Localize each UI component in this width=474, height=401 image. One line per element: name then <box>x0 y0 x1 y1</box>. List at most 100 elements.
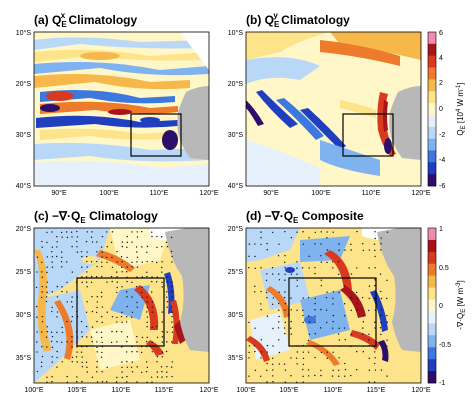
stipple-dot <box>368 285 371 287</box>
stipple-dot <box>131 296 133 298</box>
stipple-dot <box>86 266 88 268</box>
stipple-dot <box>51 356 53 358</box>
stipple-dot <box>380 369 383 371</box>
stipple-dot <box>314 315 316 318</box>
stipple-dot <box>350 273 353 275</box>
stipple-dot <box>343 327 346 329</box>
stipple-dot <box>100 291 103 294</box>
stipple-dot <box>46 266 48 268</box>
stipple-dot <box>55 255 58 258</box>
panel-b-frame <box>245 31 422 187</box>
stipple-dot <box>271 231 274 234</box>
stipple-dot <box>373 381 376 383</box>
stipple-dot <box>374 321 376 323</box>
stipple-dot <box>141 291 143 294</box>
stipple-dot <box>266 315 269 317</box>
stipple-dot <box>141 261 143 263</box>
stipple-dot <box>361 242 364 245</box>
stipple-dot <box>126 360 128 363</box>
stipple-dot <box>160 366 163 368</box>
stipple-dot <box>145 311 148 313</box>
stipple-dot <box>290 297 292 299</box>
stipple-dot <box>125 316 128 318</box>
stipple-dot <box>161 245 163 248</box>
stipple-dot <box>85 281 88 283</box>
stipple-dot <box>248 345 251 347</box>
stipple-dot <box>265 279 268 282</box>
stipple-dot <box>150 376 153 378</box>
stipple-dot <box>90 236 93 238</box>
stipple-dot <box>277 327 280 329</box>
colorbar-bottom-swatch <box>428 251 436 265</box>
stipple-dot <box>126 256 128 259</box>
stipple-dot <box>302 375 304 378</box>
stipple-dot <box>296 285 298 287</box>
stipple-dot <box>71 236 73 238</box>
panel-b-ytick: 20°S <box>228 80 244 88</box>
stipple-dot <box>111 280 113 283</box>
stipple-dot <box>66 236 69 239</box>
panel-c-xtick: 120°E <box>199 386 218 394</box>
panel-a-ytick: 20°S <box>16 80 32 88</box>
stipple-dot <box>151 260 153 263</box>
stipple-dot <box>326 321 328 324</box>
panel-b-xtick: 120°E <box>411 189 430 197</box>
stipple-dot <box>302 309 304 311</box>
stipple-dot <box>126 375 128 378</box>
panel-c-field <box>34 228 209 383</box>
colorbar-top-tick: 0 <box>439 106 443 113</box>
stipple-dot <box>272 369 274 371</box>
panel-d-xtick: 115°E <box>367 386 386 394</box>
stipple-dot <box>36 271 38 273</box>
stipple-dot <box>120 315 123 318</box>
stipple-dot <box>141 246 143 248</box>
stipple-dot <box>374 255 376 258</box>
stipple-dot <box>146 271 148 273</box>
stipple-dot <box>105 231 108 233</box>
stipple-dot <box>171 285 173 288</box>
panel-d-ytick: 25°S <box>228 268 244 276</box>
stipple-dot <box>362 327 364 329</box>
stipple-dot <box>61 331 64 334</box>
stipple-dot <box>338 339 341 341</box>
stipple-dot <box>302 297 305 299</box>
stipple-dot <box>41 321 44 323</box>
stipple-dot <box>80 351 83 353</box>
stipple-dot <box>66 341 68 343</box>
stipple-dot <box>126 366 129 369</box>
panel-c-xticks: 100°E 105°E 110°E 115°E 120°E <box>24 386 218 394</box>
colorbar-top-swatch <box>428 43 436 56</box>
stipple-dot <box>320 308 322 311</box>
stipple-dot <box>278 243 280 245</box>
stipple-dot <box>96 306 98 309</box>
stipple-dot <box>266 369 268 372</box>
stipple-dot <box>260 267 262 269</box>
stipple-dot <box>96 366 98 368</box>
stipple-dot <box>111 266 114 269</box>
stipple-dot <box>45 296 48 298</box>
stipple-dot <box>70 301 73 303</box>
stipple-dot <box>56 235 58 238</box>
panel-a-xtick: 90°E <box>51 189 67 197</box>
colorbar-bottom-tick: 1 <box>439 226 443 233</box>
panel-b-xtick: 100°E <box>311 189 330 197</box>
colorbar-bottom-swatch <box>428 299 436 312</box>
stipple-dot <box>332 351 334 354</box>
panel-a: (a) QEx Climatology <box>16 11 219 197</box>
stipple-dot <box>71 315 74 318</box>
stipple-dot <box>350 297 352 299</box>
stipple-dot <box>86 366 88 369</box>
panel-a-yticks: 10°S 20°S 30°S 40°S <box>16 29 32 190</box>
stipple-dot <box>110 241 113 244</box>
stipple-dot <box>51 231 53 233</box>
stipple-dot <box>266 381 268 383</box>
stipple-dot <box>41 355 44 358</box>
stipple-dot <box>380 290 382 293</box>
colorbar-top-tick: -6 <box>439 183 445 190</box>
stipple-dot <box>136 351 138 353</box>
stipple-dot <box>156 371 159 373</box>
panel-a-land <box>177 86 209 160</box>
stipple-dot <box>284 309 286 311</box>
stipple-dot <box>171 326 174 328</box>
stipple-dot <box>265 291 268 294</box>
